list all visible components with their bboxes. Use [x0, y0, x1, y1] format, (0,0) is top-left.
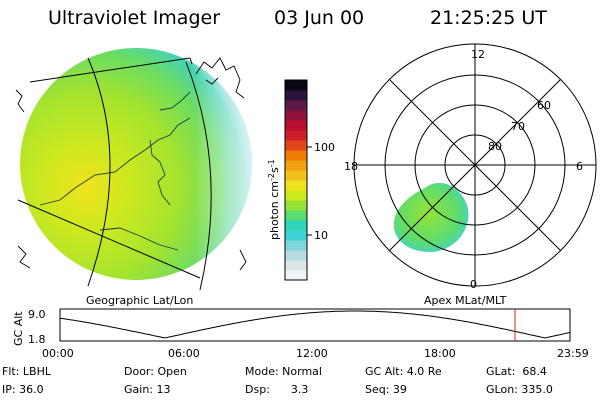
orbit-altitude-line: [59, 310, 571, 339]
colorbar-swatch: [285, 220, 307, 231]
info-gc-alt: GC Alt: 4.0 Re: [365, 365, 442, 378]
colorbar-swatch: [285, 190, 307, 201]
info-ip: IP: 36.0: [2, 383, 44, 396]
colorbar-swatch: [285, 260, 307, 271]
mlt-label-6: 6: [576, 160, 583, 173]
orbit-plot-frame: [59, 308, 571, 342]
colorbar-swatch: [285, 140, 307, 151]
colorbar-unit-label: photon cm-2s-1: [267, 159, 281, 240]
orbit-y-tick-max: 9.0: [28, 308, 46, 321]
orbit-y-axis-label: GC Alt: [12, 311, 25, 346]
orbit-x-tick-1800: 18:00: [424, 347, 456, 360]
mlt-label-0: 0: [470, 278, 477, 291]
info-flt: Flt: LBHL: [2, 365, 52, 378]
polar-grid: [354, 44, 596, 286]
status-info: Flt: LBHL Door: Open Mode: Normal GC Alt…: [2, 365, 553, 396]
orbit-x-tick-2359: 23:59: [557, 347, 589, 360]
info-door: Door: Open: [124, 365, 187, 378]
orbit-y-tick-min: 1.8: [28, 333, 46, 346]
colorbar-swatch: [285, 200, 307, 211]
instrument-title: Ultraviolet Imager: [48, 7, 220, 29]
colorbar-swatch: [285, 240, 307, 251]
info-gain: Gain: 13: [124, 383, 171, 396]
colorbar: 100 10 photon cm-2s-1: [267, 79, 335, 281]
colorbar-swatch: [285, 100, 307, 111]
mlat-label-80: 80: [488, 140, 502, 153]
colorbar-swatches: [285, 80, 307, 281]
mlt-label-18: 18: [344, 160, 358, 173]
colorbar-swatch: [285, 130, 307, 141]
orbit-x-tick-0000: 00:00: [42, 347, 74, 360]
info-mode: Mode: Normal: [245, 365, 322, 378]
colorbar-tick-10: 10: [314, 229, 328, 242]
time-text: 21:25:25 UT: [430, 7, 547, 29]
lat-lon-grid: [17, 57, 212, 291]
colorbar-swatch: [285, 160, 307, 171]
colorbar-swatch: [285, 180, 307, 191]
coastlines-outside: [15, 57, 247, 271]
colorbar-swatch: [285, 170, 307, 181]
info-glat: GLat: 68.4: [486, 365, 547, 378]
colorbar-swatch: [285, 90, 307, 101]
colorbar-swatch: [285, 80, 307, 91]
mlat-label-70: 70: [511, 120, 525, 133]
colorbar-swatch: [285, 150, 307, 161]
mlt-label-12: 12: [471, 48, 485, 61]
orbit-altitude-plot: GC Alt 9.0 1.8 00:00 06:00 12:00 18:00 2…: [12, 308, 589, 360]
geographic-image: [15, 48, 252, 291]
date-text: 03 Jun 00: [274, 7, 364, 29]
colorbar-swatch: [285, 250, 307, 261]
apex-polar-plot: 12 6 0 18 60 70 80: [344, 43, 597, 291]
info-seq: Seq: 39: [365, 383, 407, 396]
orbit-x-tick-1200: 12:00: [296, 347, 328, 360]
colorbar-swatch: [285, 230, 307, 241]
colorbar-swatch: [285, 210, 307, 221]
orbit-x-tick-0600: 06:00: [168, 347, 200, 360]
colorbar-swatch: [285, 270, 307, 281]
info-glon: GLon: 335.0: [486, 383, 553, 396]
mlat-label-60: 60: [537, 99, 551, 112]
geographic-panel-label: Geographic Lat/Lon: [86, 294, 193, 307]
colorbar-swatch: [285, 120, 307, 131]
auroral-oval: [393, 182, 469, 252]
colorbar-swatch: [285, 110, 307, 121]
colorbar-tick-100: 100: [314, 141, 335, 154]
coastlines: [39, 91, 191, 251]
info-dsp: Dsp: 3.3: [245, 383, 308, 396]
apex-panel-label: Apex MLat/MLT: [424, 294, 507, 307]
